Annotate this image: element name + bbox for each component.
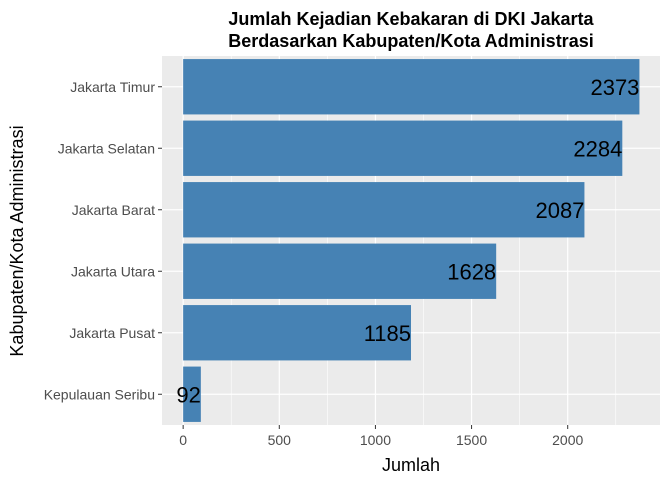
x-tick-label: 0 bbox=[179, 432, 187, 448]
y-tick-label: Jakarta Pusat bbox=[69, 325, 155, 341]
x-axis-title: Jumlah bbox=[382, 455, 440, 475]
data-label: 2284 bbox=[573, 136, 622, 161]
data-label: 2373 bbox=[590, 75, 639, 100]
y-tick-label: Jakarta Timur bbox=[70, 79, 155, 95]
chart-title: Jumlah Kejadian Kebakaran di DKI Jakarta bbox=[228, 9, 594, 29]
data-labels: 2373 2284 2087 1628 1185 92 bbox=[176, 75, 639, 408]
x-axis: 0 500 1000 1500 2000 bbox=[179, 425, 583, 448]
x-tick-label: 1000 bbox=[360, 432, 391, 448]
data-label: 92 bbox=[176, 382, 200, 407]
bar bbox=[183, 305, 411, 361]
minor-gridlines bbox=[230, 56, 617, 425]
plot-panel bbox=[162, 56, 660, 425]
chart-subtitle: Berdasarkan Kabupaten/Kota Administrasi bbox=[228, 31, 593, 51]
bar bbox=[183, 243, 497, 299]
x-tick-label: 1500 bbox=[456, 432, 487, 448]
y-axis-title: Kabupaten/Kota Administrasi bbox=[7, 125, 27, 356]
y-tick-label: Jakarta Barat bbox=[72, 202, 155, 218]
x-tick-label: 500 bbox=[268, 432, 292, 448]
data-label: 1185 bbox=[364, 321, 411, 346]
x-tick-label: 2000 bbox=[552, 432, 583, 448]
y-tick-label: Jakarta Utara bbox=[71, 263, 155, 279]
bar bbox=[183, 366, 201, 422]
bar bbox=[183, 120, 623, 176]
bars bbox=[183, 59, 640, 422]
bar bbox=[183, 59, 640, 115]
bar bbox=[183, 182, 585, 238]
data-label: 1628 bbox=[447, 259, 496, 284]
y-axis: Jakarta Timur Jakarta Selatan Jakarta Bara… bbox=[44, 79, 162, 402]
y-tick-label: Jakarta Selatan bbox=[58, 140, 155, 156]
data-label: 2087 bbox=[535, 198, 584, 223]
y-tick-label: Kepulauan Seribu bbox=[44, 386, 155, 402]
